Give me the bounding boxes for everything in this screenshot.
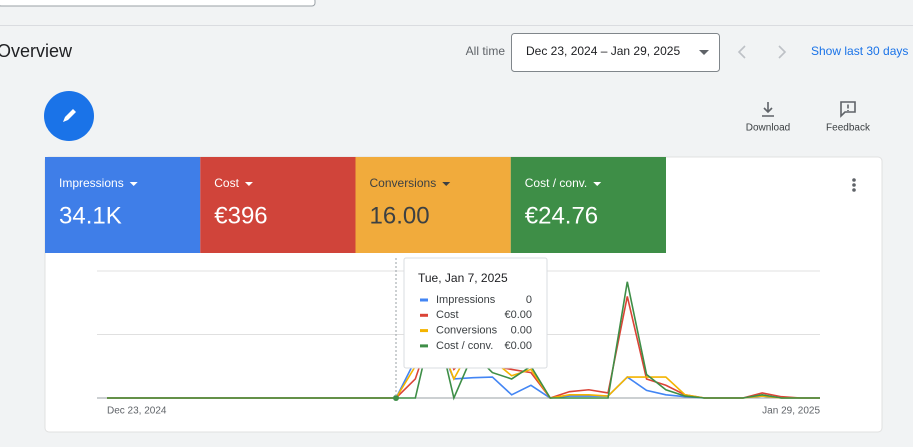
tooltip-date: Tue, Jan 7, 2025	[418, 271, 508, 285]
tooltip-value: €0.00	[504, 340, 532, 352]
feedback-label: Feedback	[826, 123, 871, 134]
scorecard-value: €24.76	[525, 202, 598, 229]
scorecard-dropdown	[129, 182, 138, 186]
x-tick-label: Dec 23, 2024	[107, 406, 167, 417]
x-tick-label: Jan 29, 2025	[762, 406, 820, 417]
tooltip-box	[403, 257, 548, 369]
scorecard-dropdown	[442, 182, 451, 186]
tooltip-series: Cost / conv.	[436, 340, 493, 352]
scorecard-label: Cost	[214, 176, 239, 190]
legend-swatch	[420, 298, 428, 302]
scorecard[interactable]	[45, 157, 201, 253]
scorecard-label: Conversions	[370, 176, 437, 190]
legend-swatch	[420, 329, 428, 333]
tooltip: Tue, Jan 7, 2025 Impressions 0 Cost €0.00 Co…	[403, 257, 548, 369]
scorecard[interactable]	[200, 157, 356, 253]
feedback-icon	[840, 101, 856, 118]
pencil-icon	[63, 109, 76, 122]
tooltip-value: 0	[526, 294, 532, 306]
hover-point	[393, 395, 399, 401]
menu-dot	[852, 188, 856, 192]
tooltip-series: Impressions	[436, 294, 496, 306]
range-label: All time	[466, 44, 506, 58]
scorecard-value: €396	[214, 202, 267, 229]
scorecards: Impressions 34.1K Cost €396 Conversions 16.00…	[45, 157, 666, 253]
download-icon	[762, 102, 774, 117]
scorecard[interactable]	[510, 157, 666, 253]
scorecard-value: 16.00	[370, 202, 430, 229]
tooltip-value: €0.00	[504, 309, 532, 321]
scorecard-dropdown	[593, 182, 602, 186]
download-label: Download	[746, 123, 790, 134]
download-button[interactable]: Download	[746, 102, 790, 134]
page-title: Overview	[0, 41, 73, 61]
feedback-button[interactable]: Feedback	[826, 101, 871, 134]
search-box[interactable]	[0, 0, 316, 7]
menu-dot	[852, 178, 856, 182]
dropdown-arrow	[699, 50, 709, 55]
more-menu[interactable]	[852, 178, 856, 192]
tooltip-value: 0.00	[511, 325, 532, 337]
scorecard-value: 34.1K	[59, 202, 122, 229]
scorecard-label: Impressions	[59, 176, 124, 190]
prev-arrow[interactable]	[737, 45, 746, 59]
date-box[interactable]	[511, 33, 720, 72]
edit-button[interactable]	[44, 91, 94, 141]
scorecard[interactable]	[355, 157, 511, 253]
scorecard-dropdown	[244, 182, 253, 186]
tooltip-series: Cost	[436, 309, 459, 321]
date-range: Dec 23, 2024 – Jan 29, 2025	[526, 44, 680, 58]
date-picker[interactable]: Dec 23, 2024 – Jan 29, 2025	[511, 33, 720, 72]
legend-swatch	[420, 313, 428, 317]
next-arrow[interactable]	[778, 45, 787, 59]
menu-dot	[852, 183, 856, 187]
scorecard-label: Cost / conv.	[525, 176, 587, 190]
legend-swatch	[420, 344, 428, 348]
tooltip-series: Conversions	[436, 325, 498, 337]
show-last-link[interactable]: Show last 30 days	[811, 44, 908, 58]
series-line	[107, 281, 820, 401]
